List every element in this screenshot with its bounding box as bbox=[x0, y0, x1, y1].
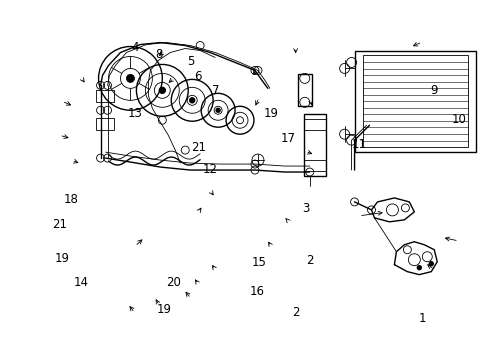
Text: 20: 20 bbox=[166, 276, 181, 289]
Text: 5: 5 bbox=[187, 55, 194, 68]
Bar bbox=[354, 50, 475, 152]
Text: 17: 17 bbox=[280, 132, 295, 145]
Bar bbox=[362, 55, 467, 147]
Text: 21: 21 bbox=[52, 218, 67, 231]
Text: 10: 10 bbox=[450, 113, 466, 126]
Text: 14: 14 bbox=[74, 276, 89, 289]
Text: 11: 11 bbox=[351, 138, 366, 150]
Circle shape bbox=[159, 87, 165, 93]
Circle shape bbox=[189, 98, 194, 103]
Text: 8: 8 bbox=[155, 48, 163, 61]
Circle shape bbox=[416, 266, 421, 270]
Circle shape bbox=[428, 262, 432, 266]
Bar bbox=[297, 75, 311, 106]
Text: 2: 2 bbox=[306, 254, 313, 267]
Text: 9: 9 bbox=[430, 84, 437, 97]
Text: 4: 4 bbox=[131, 41, 139, 54]
Bar bbox=[303, 114, 325, 176]
Text: 16: 16 bbox=[249, 285, 264, 298]
Text: 6: 6 bbox=[194, 69, 202, 82]
Text: 19: 19 bbox=[54, 252, 69, 265]
Text: 19: 19 bbox=[156, 303, 171, 316]
Text: 3: 3 bbox=[301, 202, 308, 215]
Text: 18: 18 bbox=[64, 193, 79, 206]
Bar bbox=[95, 118, 113, 130]
Text: 21: 21 bbox=[190, 141, 205, 154]
Circle shape bbox=[126, 75, 134, 82]
Circle shape bbox=[216, 108, 220, 112]
Text: 1: 1 bbox=[418, 311, 425, 325]
Text: 15: 15 bbox=[251, 256, 266, 269]
Text: 7: 7 bbox=[211, 84, 219, 97]
Text: 13: 13 bbox=[127, 107, 142, 120]
Text: 2: 2 bbox=[291, 306, 299, 319]
Bar bbox=[95, 90, 113, 102]
Text: 19: 19 bbox=[263, 107, 278, 120]
Text: 12: 12 bbox=[203, 163, 218, 176]
